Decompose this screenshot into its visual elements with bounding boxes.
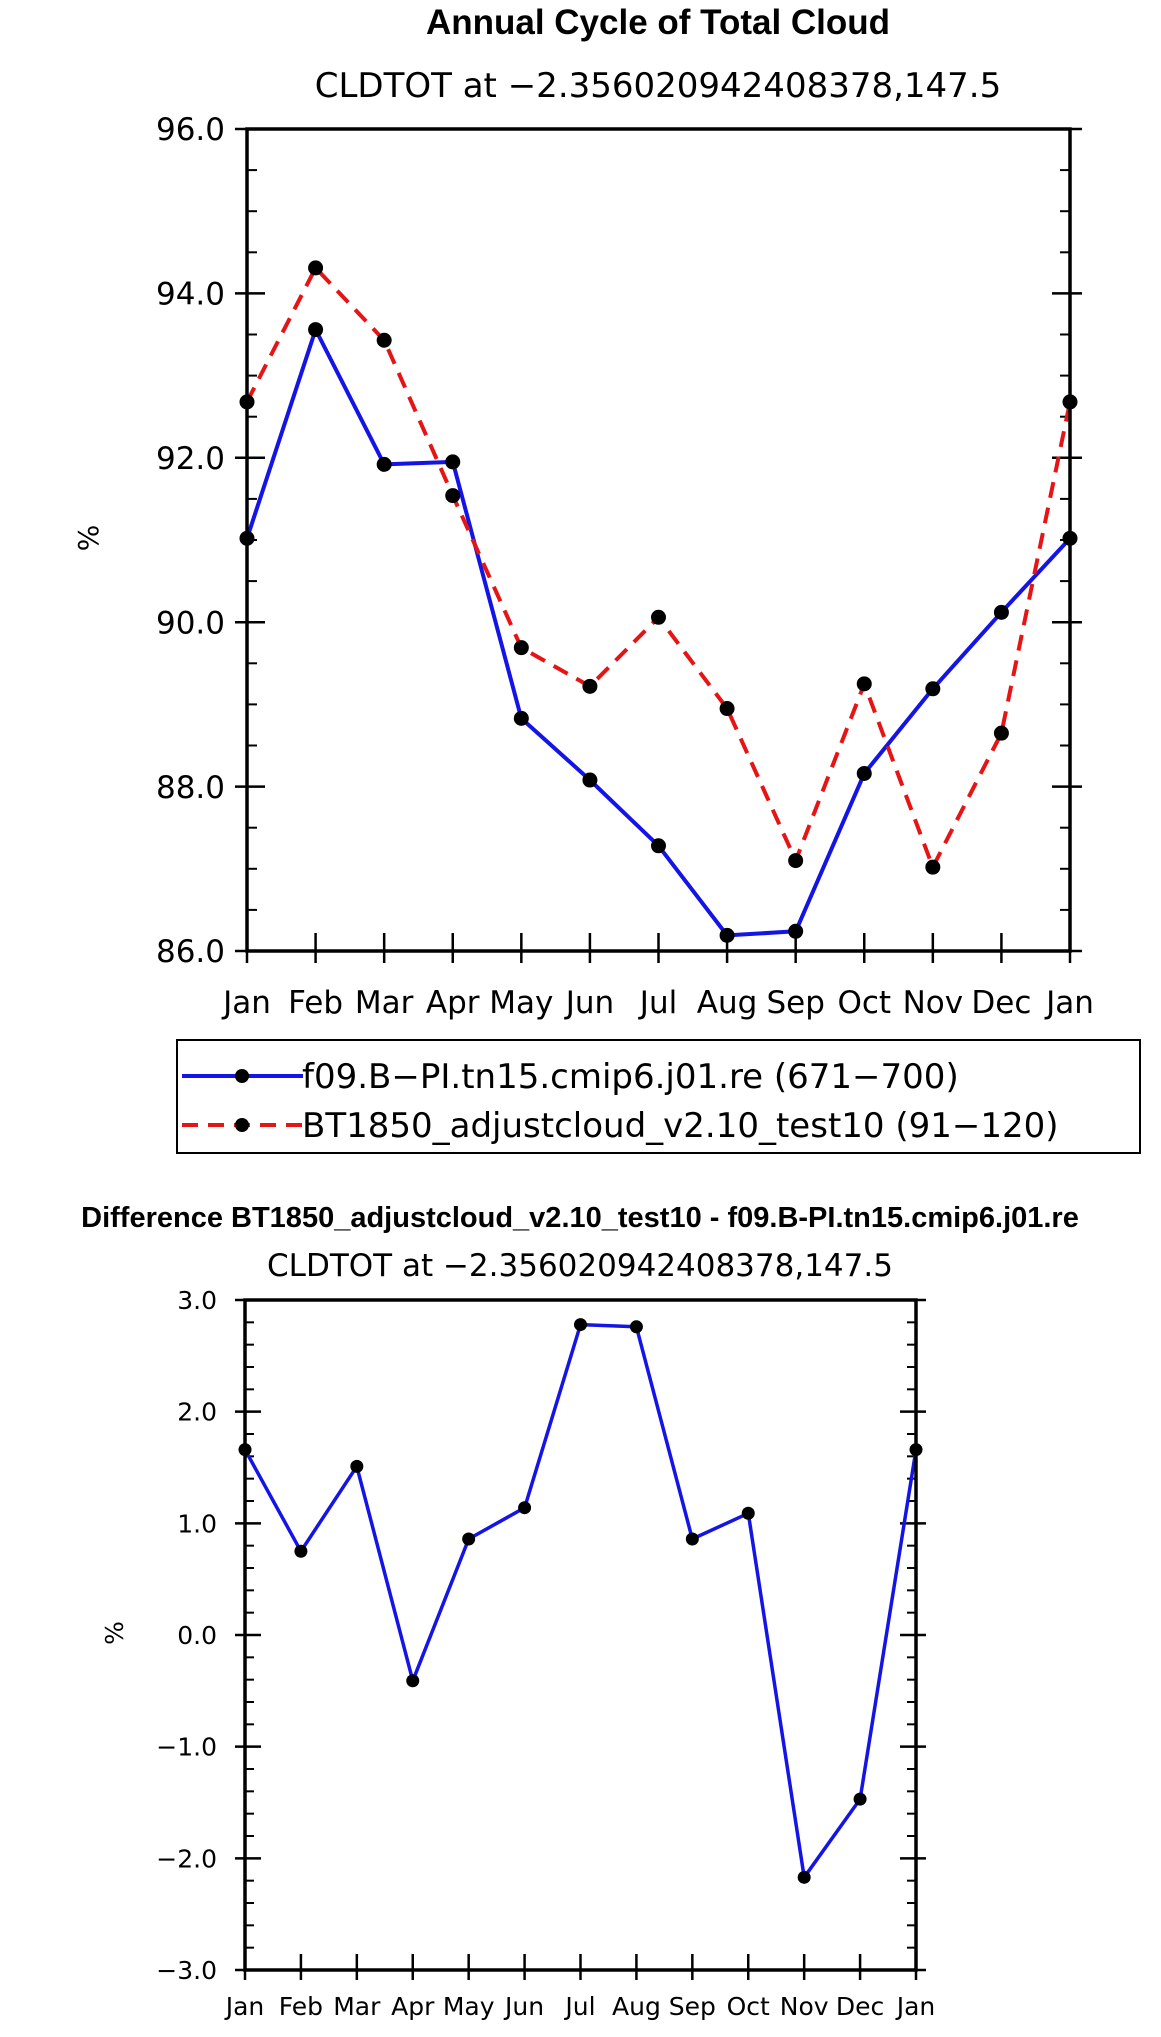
chart2-xtick-label: Jul (563, 1992, 595, 2021)
chart2-xtick-label: Oct (727, 1992, 770, 2021)
chart1-series-2-point (445, 488, 461, 504)
chart1-legend: f09.B−PI.tn15.cmip6.j01.re (671−700) BT1… (176, 1039, 1141, 1154)
chart2-subtitle: CLDTOT at −2.356020942408378,147.5 (267, 1248, 893, 1284)
chart2-xtick-label: May (443, 1992, 495, 2021)
chart1-plot-frame (245, 127, 1072, 953)
chart1-xtick-label: Jul (638, 985, 677, 1021)
chart2-series-1-point (406, 1674, 420, 1688)
chart1-axes: Jan Feb Mar Apr May Jun Jul Aug Sep Oct Nov Dec Jan 8… (156, 112, 1094, 1021)
legend-marker-series1 (235, 1069, 249, 1083)
chart2-xtick-label: Jan (224, 1992, 265, 2021)
chart1-ytick-label: 92.0 (156, 441, 225, 477)
chart2-xtick-label: Jun (503, 1992, 544, 2021)
chart1-series-1-point (719, 927, 735, 943)
chart1-xtick-label: Apr (426, 985, 480, 1021)
chart2-data-points (238, 1318, 923, 1884)
chart1-xtick-label: Aug (697, 985, 758, 1021)
chart1-series-2-point (788, 853, 804, 869)
chart1-series-1-point (376, 456, 392, 472)
chart2-series-1-point (294, 1544, 308, 1558)
chart1-series-2-point (719, 701, 735, 717)
chart2-xtick-label: Aug (612, 1992, 661, 2021)
chart1-xtick-label: Mar (355, 985, 414, 1021)
chart2-series-1-point (629, 1320, 643, 1334)
chart1-series-2-point (308, 260, 324, 276)
chart2-xtick-label: Nov (780, 1992, 829, 2021)
chart2-xtick-label: Dec (836, 1992, 884, 2021)
chart1-ytick-label: 88.0 (156, 770, 225, 806)
chart1-series-1-point (856, 765, 872, 781)
chart1-xtick-label: Jan (1044, 985, 1094, 1021)
chart1-ytick-label: 90.0 (156, 605, 225, 641)
chart2-ytick-label: 0.0 (177, 1621, 217, 1650)
legend-label-series1: f09.B−PI.tn15.cmip6.j01.re (671−700) (302, 1057, 959, 1097)
chart2-ytick-label: 1.0 (177, 1509, 217, 1538)
chart1-xtick-label: Dec (971, 985, 1031, 1021)
chart1-series-2-point (376, 332, 392, 348)
chart1-ytick-label: 94.0 (156, 277, 225, 313)
chart2-xtick-label: Feb (279, 1992, 323, 2021)
chart2-axes: Jan Feb Mar Apr May Jun Jul Aug Sep Oct Nov Dec Jan−… (156, 1286, 935, 2021)
annual-cycle-chart: Annual Cycle of Total Cloud CLDTOT at −2… (72, 3, 1094, 1021)
chart2-series-1-point (462, 1532, 476, 1546)
chart2-xtick-label: Jan (895, 1992, 936, 2021)
chart1-series-1-point (445, 454, 461, 470)
chart2-plot-frame (243, 1298, 918, 1972)
chart1-xtick-label: Oct (837, 985, 891, 1021)
chart1-series-2-point (993, 725, 1009, 741)
chart1-series-2-point (582, 678, 598, 694)
chart1-xtick-label: May (489, 985, 553, 1021)
chart1-series-1-point (651, 838, 666, 854)
chart2-ytick-label: −1.0 (156, 1733, 217, 1762)
chart1-series-2-line (245, 265, 1072, 870)
difference-chart: Difference BT1850_adjustcloud_v2.10_test… (81, 1202, 1079, 2021)
chart2-series-1-line (243, 1322, 918, 1880)
chart2-ytick-label: −3.0 (156, 1956, 217, 1985)
chart2-series-1-point (518, 1501, 532, 1515)
chart2-series-1-point (685, 1532, 699, 1546)
chart1-series-2-point (925, 859, 941, 875)
chart1-title: Annual Cycle of Total Cloud (426, 3, 890, 42)
chart1-series-lines (245, 265, 1072, 938)
chart1-series-1-point (513, 710, 529, 726)
chart2-xtick-label: Mar (333, 1992, 381, 2021)
chart1-series-1-point (993, 604, 1009, 620)
chart1-subtitle: CLDTOT at −2.356020942408378,147.5 (315, 66, 1002, 106)
chart2-xtick-label: Apr (391, 1992, 435, 2021)
chart2-xtick-label: Sep (669, 1992, 716, 2021)
chart1-xtick-label: Sep (766, 985, 824, 1021)
chart1-xtick-label: Nov (903, 985, 964, 1021)
chart2-series-1-point (853, 1792, 867, 1806)
chart2-series-1-point (797, 1870, 811, 1884)
chart1-ylabel: % (72, 525, 105, 552)
chart2-series-1-point (574, 1318, 587, 1332)
chart2-series-1-point (741, 1506, 755, 1520)
chart1-series-1-point (582, 772, 598, 788)
chart1-data-points (239, 260, 1078, 943)
chart2-ytick-label: 2.0 (177, 1398, 217, 1427)
chart2-series-1-point (350, 1459, 364, 1473)
legend-marker-series2 (235, 1118, 249, 1132)
chart2-ytick-label: −2.0 (156, 1844, 217, 1873)
chart1-series-1-point (308, 322, 324, 338)
chart1-xtick-label: Feb (288, 985, 343, 1021)
chart1-series-1-point (925, 681, 941, 697)
chart1-series-1-point (788, 923, 804, 939)
chart1-ytick-label: 86.0 (156, 934, 225, 970)
chart1-series-2-point (513, 640, 529, 656)
legend-box (176, 1039, 1141, 1154)
chart2-series-lines (243, 1322, 918, 1880)
chart2-ylabel: % (100, 1621, 129, 1645)
legend-label-series2: BT1850_adjustcloud_v2.10_test10 (91−120) (302, 1106, 1059, 1146)
chart2-ytick-label: 3.0 (177, 1286, 217, 1315)
chart1-xtick-label: Jan (221, 985, 271, 1021)
chart1-series-2-point (856, 676, 872, 692)
chart1-ytick-label: 96.0 (156, 112, 225, 148)
chart2-title: Difference BT1850_adjustcloud_v2.10_test… (81, 1202, 1079, 1234)
chart1-series-2-point (651, 609, 666, 625)
chart1-xtick-label: Jun (564, 985, 614, 1021)
